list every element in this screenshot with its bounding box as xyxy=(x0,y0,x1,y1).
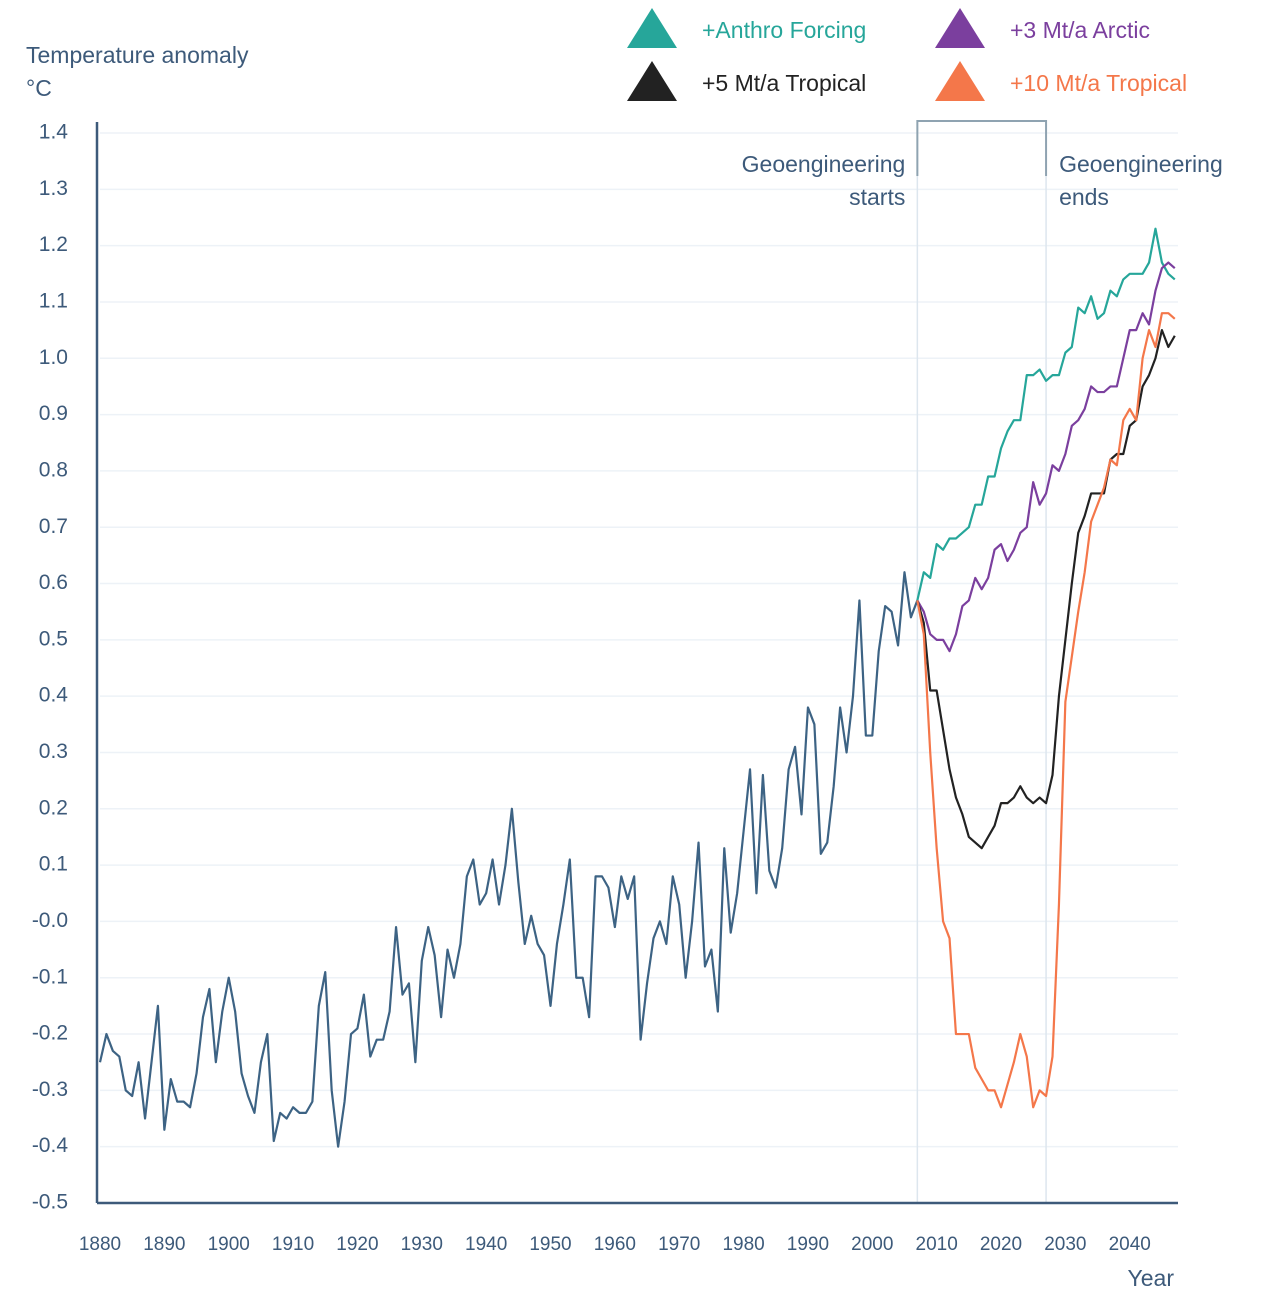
y-tick-label: 1.2 xyxy=(39,233,68,256)
y-tick-label: 1.1 xyxy=(39,289,68,312)
y-tick-label: 0.4 xyxy=(39,684,69,707)
y-tick-label: 1.3 xyxy=(39,177,68,200)
annotation-text: ends xyxy=(1059,184,1109,210)
y-tick-label: 1.0 xyxy=(39,346,68,369)
legend-marker xyxy=(627,61,677,101)
x-tick-label: 2030 xyxy=(1044,1234,1086,1255)
legend-label: +5 Mt/a Tropical xyxy=(702,70,866,96)
x-tick-label: 1880 xyxy=(79,1234,121,1255)
legend-marker xyxy=(935,8,985,48)
y-tick-label: 0.9 xyxy=(39,402,68,425)
x-tick-label: 2000 xyxy=(851,1234,893,1255)
annotation-text: starts xyxy=(849,184,905,210)
y-tick-label: -0.1 xyxy=(32,965,68,988)
legend-label: +Anthro Forcing xyxy=(702,17,866,43)
annotation-text: Geoengineering xyxy=(742,151,906,177)
legend-marker xyxy=(627,8,677,48)
x-tick-label: 1960 xyxy=(594,1234,636,1255)
x-tick-label: 2040 xyxy=(1109,1234,1151,1255)
y-tick-label: 0.7 xyxy=(39,515,68,538)
y-tick-label: 0.2 xyxy=(39,796,68,819)
x-tick-label: 1990 xyxy=(787,1234,829,1255)
series-line xyxy=(916,227,1176,601)
x-tick-label: 1890 xyxy=(143,1234,185,1255)
x-axis-label: Year xyxy=(1128,1265,1175,1291)
series-line xyxy=(916,261,1176,653)
series-line xyxy=(916,329,1176,850)
y-tick-label: -0.0 xyxy=(32,909,68,932)
x-tick-label: 1930 xyxy=(401,1234,443,1255)
y-tick-label: 0.5 xyxy=(39,627,68,650)
x-tick-label: 1900 xyxy=(208,1234,250,1255)
y-axis-unit: °C xyxy=(26,75,52,101)
series-line xyxy=(916,312,1176,1109)
y-tick-label: -0.3 xyxy=(32,1078,68,1101)
y-tick-label: 0.6 xyxy=(39,571,68,594)
x-tick-label: 1950 xyxy=(529,1234,571,1255)
x-tick-label: 2020 xyxy=(980,1234,1022,1255)
series-line xyxy=(98,571,919,1148)
x-tick-label: 1980 xyxy=(722,1234,764,1255)
x-tick-label: 2010 xyxy=(916,1234,958,1255)
legend-label: +3 Mt/a Arctic xyxy=(1010,17,1150,43)
legend-marker xyxy=(935,61,985,101)
y-axis-label: Temperature anomaly xyxy=(26,42,249,68)
y-tick-label: -0.4 xyxy=(32,1134,69,1157)
annotation-text: Geoengineering xyxy=(1059,151,1223,177)
x-tick-label: 1940 xyxy=(465,1234,507,1255)
x-tick-label: 1970 xyxy=(658,1234,700,1255)
x-tick-label: 1920 xyxy=(336,1234,378,1255)
y-tick-label: 1.4 xyxy=(39,121,69,144)
x-tick-label: 1910 xyxy=(272,1234,314,1255)
y-tick-label: -0.5 xyxy=(32,1191,68,1214)
legend-label: +10 Mt/a Tropical xyxy=(1010,70,1187,96)
y-tick-label: -0.2 xyxy=(32,1022,68,1045)
y-tick-label: 0.1 xyxy=(39,853,68,876)
y-tick-label: 0.8 xyxy=(39,458,68,481)
y-tick-label: 0.3 xyxy=(39,740,68,763)
